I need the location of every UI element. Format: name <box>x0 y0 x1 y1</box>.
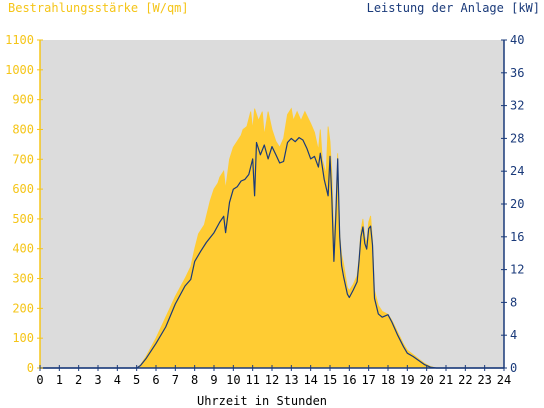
left-axis-title: Bestrahlungsstärke [W/qm] <box>8 1 189 15</box>
power-line-series <box>40 137 504 369</box>
x-axis-tick-label: 7 <box>172 373 179 387</box>
right-axis-tick-label: 36 <box>510 66 524 80</box>
x-axis-tick-label: 1 <box>56 373 63 387</box>
right-axis-title: Leistung der Anlage [kW] <box>367 1 540 15</box>
left-axis-tick-label: 200 <box>12 301 34 315</box>
x-axis-tick-label: 0 <box>36 373 43 387</box>
right-axis-tick-label: 20 <box>510 197 524 211</box>
x-axis-tick-label: 24 <box>497 373 511 387</box>
x-axis-tick-label: 4 <box>114 373 121 387</box>
x-axis-tick-label: 12 <box>265 373 279 387</box>
x-axis-title: Uhrzeit in Stunden <box>197 394 327 408</box>
x-axis-tick-label: 19 <box>400 373 414 387</box>
x-axis-tick-label: 10 <box>226 373 240 387</box>
right-axis-tick-label: 8 <box>510 295 517 309</box>
x-axis-tick-label: 13 <box>284 373 298 387</box>
x-axis-tick-label: 20 <box>419 373 433 387</box>
left-axis-tick-label: 1100 <box>5 33 34 47</box>
x-axis-tick-label: 14 <box>303 373 317 387</box>
x-axis-tick-label: 17 <box>361 373 375 387</box>
x-axis-tick-label: 15 <box>323 373 337 387</box>
x-axis-tick-label: 5 <box>133 373 140 387</box>
x-axis-tick-label: 21 <box>439 373 453 387</box>
left-axis-tick-label: 700 <box>12 152 34 166</box>
left-axis-tick-label: 300 <box>12 272 34 286</box>
right-axis-tick-label: 0 <box>510 361 517 375</box>
left-axis-tick-label: 0 <box>27 361 34 375</box>
left-axis-tick-label: 1000 <box>5 63 34 77</box>
x-axis-tick-label: 22 <box>458 373 472 387</box>
x-axis-tick-label: 3 <box>94 373 101 387</box>
x-axis-tick-label: 18 <box>381 373 395 387</box>
right-axis-tick-label: 28 <box>510 131 524 145</box>
left-axis-tick-label: 400 <box>12 242 34 256</box>
x-axis-tick-label: 8 <box>191 373 198 387</box>
left-axis-tick-label: 900 <box>12 93 34 107</box>
left-axis-tick-label: 100 <box>12 331 34 345</box>
right-axis-tick-label: 32 <box>510 99 524 113</box>
left-axis-tick-label: 800 <box>12 122 34 136</box>
x-axis-tick-label: 2 <box>75 373 82 387</box>
right-axis-tick-label: 16 <box>510 230 524 244</box>
x-axis-tick-label: 16 <box>342 373 356 387</box>
right-axis-tick-label: 12 <box>510 263 524 277</box>
x-axis-tick-label: 6 <box>152 373 159 387</box>
right-axis-tick-label: 24 <box>510 164 524 178</box>
irradiance-area-series <box>40 107 504 369</box>
right-axis-tick-label: 40 <box>510 33 524 47</box>
left-axis-tick-label: 500 <box>12 212 34 226</box>
x-axis-tick-label: 11 <box>245 373 259 387</box>
right-axis-tick-label: 4 <box>510 328 517 342</box>
left-axis-tick-label: 600 <box>12 182 34 196</box>
x-axis-tick-label: 23 <box>477 373 491 387</box>
x-axis-tick-label: 9 <box>210 373 217 387</box>
